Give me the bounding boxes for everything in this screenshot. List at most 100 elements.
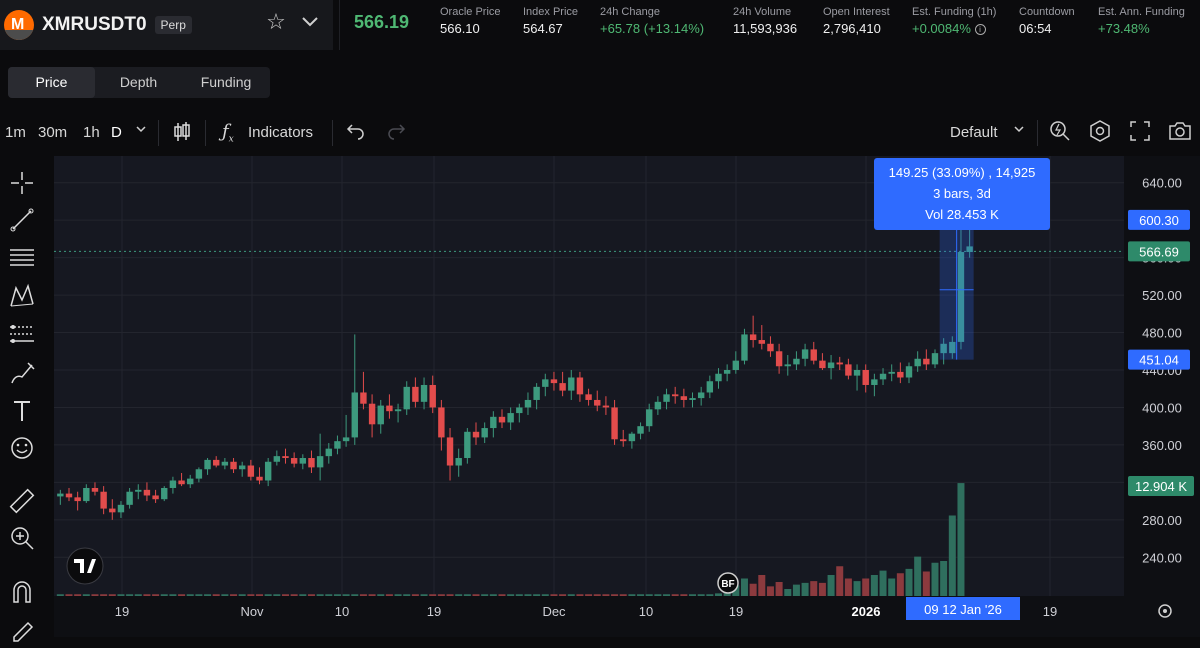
chart-tabs: Price Depth Funding: [8, 67, 270, 98]
volume-bar: [775, 582, 783, 596]
candle-body: [663, 394, 670, 402]
stat-value-wrap: +0.0084% i: [912, 21, 996, 36]
volume-bar: [307, 594, 315, 596]
volume-bar: [256, 594, 264, 596]
volume-tag: 12.904 K: [1135, 479, 1187, 494]
candle-body: [91, 487, 99, 492]
price-chart[interactable]: 149.25 (33.09%) , 14,925 3 bars, 3d Vol 28…: [54, 156, 1200, 637]
volume-bar: [117, 594, 125, 596]
candle-body: [602, 405, 610, 408]
volume-bar: [784, 589, 792, 596]
last-price-tag-bg: [1128, 241, 1190, 262]
indicators-fx-icon[interactable]: ƒx: [222, 121, 234, 145]
volume-bar: [377, 594, 385, 596]
price-tick-label: 400.00: [1142, 400, 1182, 415]
volume-bar: [628, 594, 636, 596]
candle-body: [533, 386, 540, 400]
interval-30m[interactable]: 30m: [38, 124, 68, 141]
candle-body: [368, 403, 376, 425]
range-high-tag-bg: [1128, 209, 1190, 230]
volume-bar: [299, 594, 307, 596]
candle-body: [498, 416, 506, 423]
candle-body: [594, 399, 601, 406]
indicators-button[interactable]: Indicators: [248, 124, 314, 141]
volume-bar: [82, 594, 90, 596]
volume-bar: [723, 592, 731, 596]
stat-index-price: Index Price 564.67: [523, 6, 578, 36]
pattern-icon[interactable]: [8, 282, 36, 310]
volume-bar: [671, 594, 679, 596]
candle-body: [680, 396, 688, 400]
volume-bar: [65, 594, 73, 596]
tab-price[interactable]: Price: [8, 67, 95, 98]
stat-value: +0.0084%: [912, 21, 971, 36]
volume-bar: [403, 594, 411, 596]
volume-bar: [940, 561, 948, 596]
candle-body: [923, 358, 930, 365]
candle-type-icon[interactable]: [172, 121, 192, 147]
interval-chevron-down-icon[interactable]: [134, 122, 148, 140]
crosshair-icon[interactable]: [8, 169, 36, 197]
magnet-icon[interactable]: [8, 578, 36, 606]
undo-icon[interactable]: [346, 122, 366, 144]
price-tick-label: 360.00: [1142, 438, 1182, 453]
screenshot-camera-icon[interactable]: [1168, 120, 1192, 146]
volume-bar: [238, 594, 246, 596]
volume-bar: [844, 578, 852, 596]
measure-tooltip: [874, 158, 1050, 230]
info-icon[interactable]: i: [974, 24, 986, 36]
volume-tag-bg: [1128, 476, 1194, 496]
stat-value: 11,593,936: [733, 21, 798, 36]
chevron-down-icon[interactable]: [298, 9, 322, 33]
range-low-tag: 451.04: [1139, 353, 1179, 368]
stat-label: 24h Volume: [733, 6, 792, 18]
candle-body: [576, 377, 584, 395]
layout-chevron-down-icon[interactable]: [1012, 122, 1026, 140]
candle-body: [74, 497, 81, 502]
favorite-star-icon[interactable]: ☆: [266, 9, 286, 34]
volume-bar: [186, 594, 194, 596]
interval-d[interactable]: D: [111, 124, 122, 141]
candle-body: [83, 487, 90, 502]
volume-bar: [264, 594, 272, 596]
redo-icon[interactable]: [386, 122, 406, 144]
candle-body: [455, 458, 462, 466]
candle-body: [931, 353, 939, 365]
volume-bar: [740, 578, 748, 596]
text-tool-icon[interactable]: [8, 397, 36, 425]
market-selector[interactable]: M XMRUSDT0 Perp ☆: [0, 0, 333, 50]
brush-icon[interactable]: [8, 359, 36, 387]
pencil-lock-icon[interactable]: [8, 615, 36, 643]
volume-bar: [152, 594, 160, 596]
candle-body: [299, 458, 307, 464]
tab-funding[interactable]: Funding: [200, 74, 252, 90]
candle-body: [749, 334, 757, 341]
quick-search-icon[interactable]: [1049, 120, 1071, 146]
volume-bar: [221, 594, 229, 596]
ruler-icon[interactable]: [8, 487, 36, 515]
candle-body: [325, 448, 332, 457]
volume-bar: [446, 594, 454, 596]
prediction-icon[interactable]: [8, 320, 36, 348]
measure-overlay: 149.25 (33.09%) , 14,925 3 bars, 3d Vol 28…: [54, 158, 1124, 360]
volume-bar: [888, 578, 896, 596]
candle-body: [940, 343, 947, 354]
interval-1h[interactable]: 1h: [83, 124, 100, 141]
trend-line-icon[interactable]: [8, 206, 36, 234]
interval-1m[interactable]: 1m: [5, 124, 26, 141]
tab-depth[interactable]: Depth: [119, 74, 158, 90]
settings-hexagon-icon[interactable]: [1089, 120, 1111, 146]
fib-retracement-icon[interactable]: [8, 244, 36, 272]
chart-svg[interactable]: 149.25 (33.09%) , 14,925 3 bars, 3d Vol 28…: [54, 156, 1200, 637]
zoom-in-icon[interactable]: [8, 524, 36, 552]
candle-body: [732, 360, 740, 370]
candle-body: [654, 401, 662, 410]
emoji-icon[interactable]: [8, 434, 36, 462]
fullscreen-icon[interactable]: [1130, 121, 1150, 145]
layout-select[interactable]: Default: [950, 124, 998, 141]
volume-bars: [56, 483, 965, 596]
candle-body: [238, 465, 246, 470]
stat-value: +73.48%: [1098, 21, 1150, 36]
gear-center: [1163, 609, 1167, 613]
candle-body: [819, 360, 826, 369]
